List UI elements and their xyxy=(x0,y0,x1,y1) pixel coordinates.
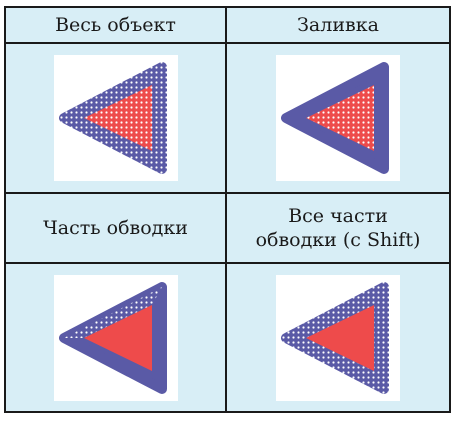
image-tile xyxy=(276,55,400,181)
header-cell-stroke-part: Часть обводки xyxy=(6,194,227,264)
triangle-all-stroke-parts-selected-icon xyxy=(281,281,389,394)
header-stroke-part: Часть обводки xyxy=(43,217,188,239)
triangle-whole-object-selected-icon xyxy=(58,62,167,174)
selection-modes-table: Весь объект Заливка Часть обводки Все ча… xyxy=(4,6,451,413)
image-cell-all-stroke-parts xyxy=(227,264,449,411)
image-tile xyxy=(53,55,178,181)
image-cell-fill xyxy=(227,44,449,194)
image-cell-whole-object xyxy=(6,44,227,194)
image-tile xyxy=(276,274,400,401)
header-cell-whole-object: Весь объект xyxy=(6,8,227,44)
triangle-fill-selected-icon xyxy=(281,62,389,174)
image-tile xyxy=(53,274,178,401)
header-all-stroke-parts: Все части обводки (с Shift) xyxy=(255,205,421,251)
header-whole-object: Весь объект xyxy=(55,14,176,36)
triangle-stroke-part-selected-icon xyxy=(58,281,167,394)
header-fill: Заливка xyxy=(297,14,379,36)
header-cell-all-stroke-parts: Все части обводки (с Shift) xyxy=(227,194,449,264)
image-cell-stroke-part xyxy=(6,264,227,411)
header-cell-fill: Заливка xyxy=(227,8,449,44)
